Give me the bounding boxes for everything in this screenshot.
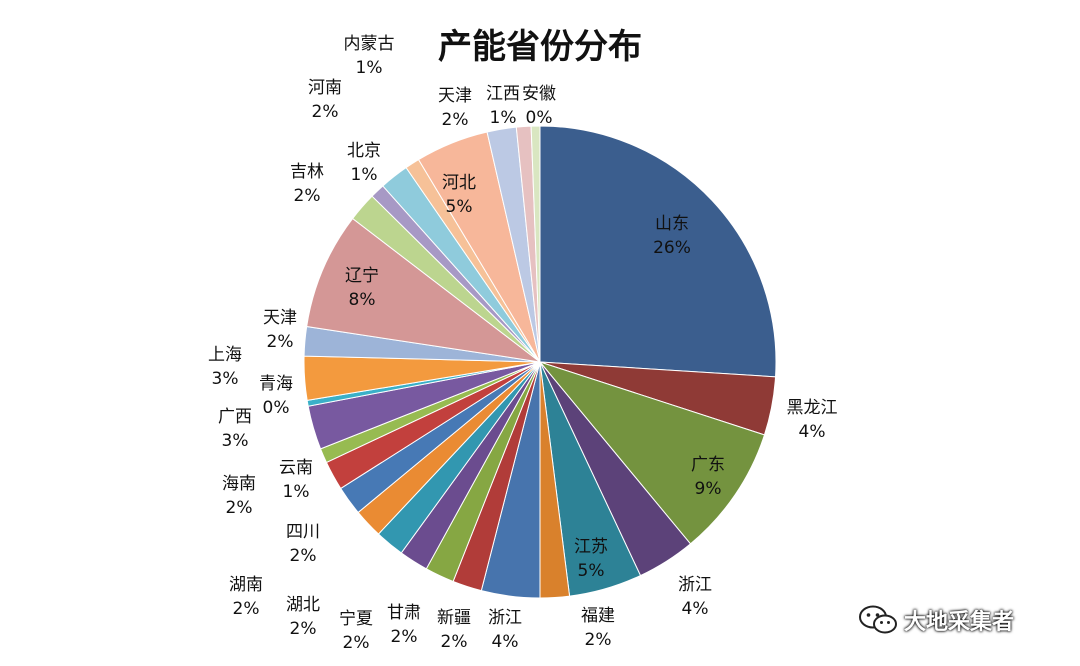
- slice-label: 北京: [347, 141, 381, 161]
- watermark: 大地采集者: [858, 604, 1014, 636]
- watermark-text: 大地采集者: [904, 610, 1015, 635]
- slice-percent: 2%: [226, 498, 253, 518]
- slice-label: 吉林: [290, 162, 324, 182]
- slice-percent: 5%: [446, 197, 473, 217]
- slice-label: 广东: [691, 455, 725, 475]
- slice-percent: 2%: [267, 332, 294, 352]
- slice-label: 内蒙古: [344, 34, 395, 54]
- slice-percent: 2%: [290, 546, 317, 566]
- slice-percent: 2%: [312, 102, 339, 122]
- slice-label: 天津: [263, 308, 297, 328]
- slice-percent: 4%: [492, 632, 519, 652]
- slice-percent: 2%: [442, 110, 469, 130]
- slice-percent: 1%: [490, 108, 517, 128]
- slice-label: 广西: [218, 407, 252, 427]
- slice-label: 安徽: [522, 84, 556, 104]
- pie-slice: [530, 125, 541, 363]
- slice-percent: 2%: [294, 186, 321, 206]
- wechat-icon: [859, 605, 897, 634]
- slice-percent: 2%: [585, 630, 612, 650]
- slice-label: 江西: [486, 84, 520, 104]
- slice-percent: 4%: [799, 422, 826, 442]
- slice-percent: 8%: [349, 290, 376, 310]
- slice-label: 辽宁: [345, 266, 379, 286]
- slice-percent: 3%: [212, 369, 239, 389]
- pie-slices: [303, 125, 777, 599]
- slice-percent: 1%: [356, 58, 383, 78]
- slice-label: 湖北: [286, 595, 320, 615]
- chart-title: 产能省份分布: [438, 27, 642, 67]
- slice-label: 湖南: [229, 575, 263, 595]
- slice-percent: 2%: [290, 619, 317, 639]
- slice-label: 青海: [259, 374, 293, 394]
- slice-label: 河北: [442, 173, 476, 193]
- slice-label: 江苏: [574, 537, 608, 557]
- slice-label: 浙江: [488, 608, 522, 628]
- slice-percent: 1%: [283, 482, 310, 502]
- pie-slice: [539, 125, 777, 378]
- slice-percent: 2%: [233, 599, 260, 619]
- slice-percent: 0%: [263, 398, 290, 418]
- slice-label: 四川: [286, 522, 320, 542]
- slice-percent: 2%: [441, 632, 468, 652]
- slice-label: 新疆: [437, 608, 471, 628]
- pie-labels: 山东 26% 黑龙江 4% 广东 9% 浙江 4% 江苏 5% 福建 2% 浙江 4% 新疆 2% 甘肃 2% 宁夏…: [208, 34, 838, 653]
- pie-slice: [538, 360, 766, 545]
- slice-percent: 5%: [578, 561, 605, 581]
- slice-percent: 4%: [682, 599, 709, 619]
- slice-label: 黑龙江: [787, 398, 838, 418]
- slice-label: 上海: [208, 345, 242, 365]
- slice-percent: 2%: [391, 627, 418, 647]
- slice-label: 河南: [308, 78, 342, 98]
- slice-label: 天津: [438, 86, 472, 106]
- slice-percent: 2%: [343, 633, 370, 653]
- slice-percent: 0%: [526, 108, 553, 128]
- slice-label: 福建: [581, 606, 615, 626]
- slice-percent: 26%: [653, 238, 691, 258]
- pie-slice: [306, 217, 541, 363]
- slice-label: 浙江: [678, 575, 712, 595]
- slice-label: 甘肃: [387, 603, 421, 623]
- slice-percent: 1%: [351, 165, 378, 185]
- slice-label: 云南: [279, 458, 313, 478]
- slice-percent: 9%: [695, 479, 722, 499]
- slice-label: 山东: [655, 214, 689, 234]
- slice-percent: 3%: [222, 431, 249, 451]
- slice-label: 海南: [222, 474, 256, 494]
- slice-label: 宁夏: [339, 609, 373, 629]
